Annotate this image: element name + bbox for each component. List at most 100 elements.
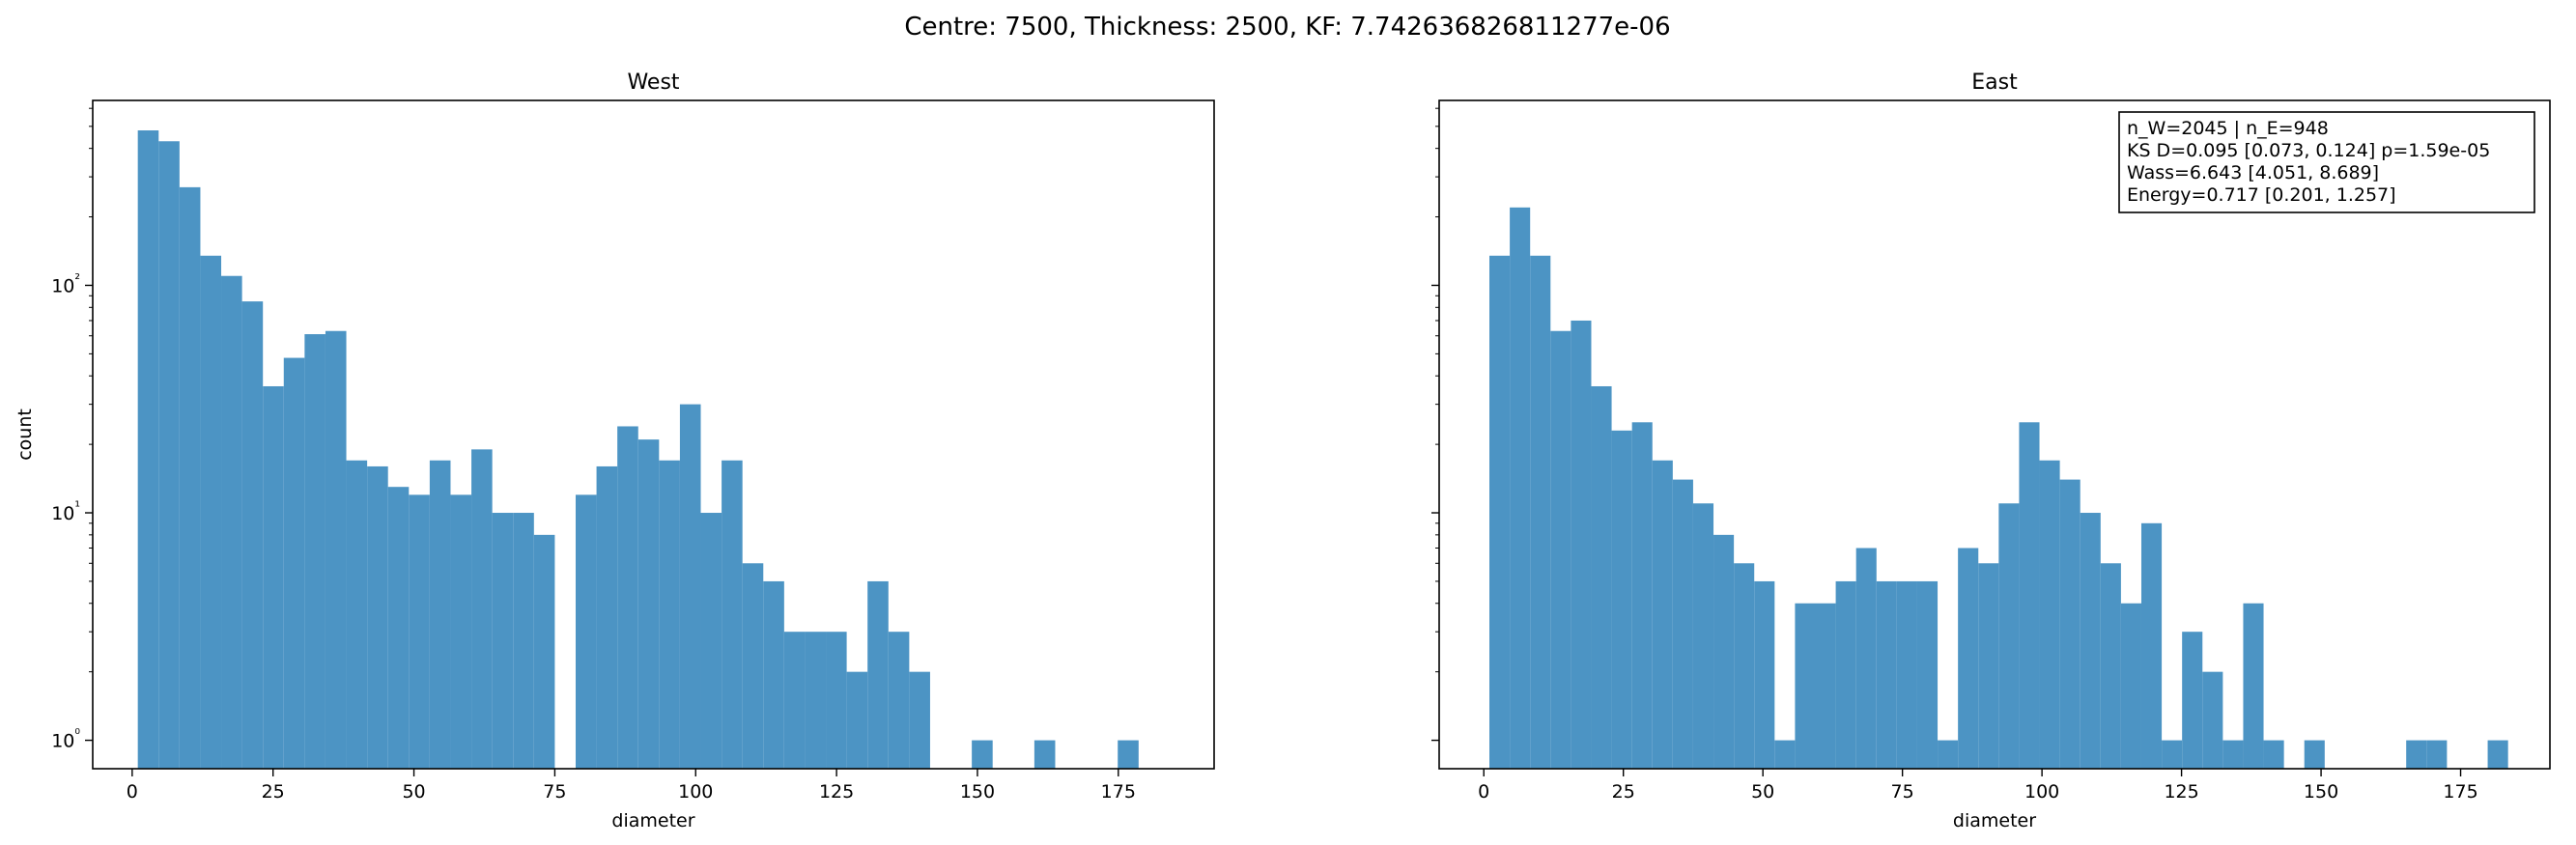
west-bar — [722, 460, 743, 769]
east-xtick-label: 75 — [1891, 781, 1914, 803]
east-bar — [2162, 740, 2183, 769]
east-bar — [1958, 548, 1979, 769]
west-xtick-label: 0 — [127, 781, 138, 803]
east-bar — [2243, 603, 2264, 769]
east-xtick-label: 25 — [1612, 781, 1635, 803]
west-bar — [429, 460, 451, 769]
west-bar — [325, 330, 347, 769]
west-xtick-label: 25 — [262, 781, 285, 803]
west-bar — [533, 534, 555, 769]
west-bar — [742, 563, 764, 769]
west-bar — [137, 130, 159, 769]
east-bar — [2120, 603, 2141, 769]
west-xtick-label: 150 — [960, 781, 995, 803]
west-bar — [763, 580, 784, 769]
east-bar — [1550, 330, 1571, 769]
west-xtick-label: 50 — [402, 781, 425, 803]
west-bar — [1033, 740, 1056, 769]
east-bar — [2304, 740, 2325, 769]
east-bar — [1652, 460, 1673, 769]
west-ylabel: count — [14, 408, 36, 461]
east-bar — [2406, 740, 2427, 769]
west-xtick-label: 100 — [678, 781, 713, 803]
east-bar — [1896, 580, 1917, 769]
east-bar — [1631, 422, 1653, 769]
east-xlabel: diameter — [1953, 810, 2036, 831]
east-bar — [2100, 563, 2121, 769]
west-ytick-label: 10⁰ — [51, 727, 80, 752]
east-bar — [2019, 422, 2040, 769]
east-bar — [1795, 603, 1816, 769]
east-xtick-label: 50 — [1751, 781, 1774, 803]
west-bar — [617, 426, 638, 769]
west-ytick-label: 10¹ — [51, 499, 80, 524]
west-bar — [241, 301, 264, 769]
east-bar — [2182, 632, 2203, 769]
east-bar — [2426, 740, 2448, 769]
west-bar — [263, 385, 284, 769]
east-bar — [2487, 740, 2508, 769]
east-bar — [1835, 580, 1856, 769]
east-xtick-label: 175 — [2443, 781, 2477, 803]
west-bar — [596, 465, 618, 769]
west-bar — [471, 449, 493, 769]
east-bar — [1855, 548, 1877, 769]
east-bar — [1734, 563, 1755, 769]
panel-west: 0 25 50 75 100 125 150 175 10⁰ 10¹ 10² West diameter… — [14, 70, 1215, 831]
east-bar — [1978, 563, 1999, 769]
east-xtick-label: 100 — [2024, 781, 2059, 803]
west-bar — [513, 513, 534, 769]
west-bar — [659, 460, 680, 769]
east-bar — [2140, 522, 2163, 769]
west-bars — [137, 130, 1139, 770]
east-bar — [2080, 513, 2101, 769]
west-bar — [909, 671, 930, 769]
east-bar — [1938, 740, 1959, 769]
west-xtick-label: 125 — [819, 781, 854, 803]
east-bar — [2039, 460, 2060, 769]
west-bar — [304, 334, 326, 769]
east-bars — [1489, 207, 2508, 769]
west-xtick-label: 75 — [543, 781, 566, 803]
west-bar — [387, 487, 410, 769]
west-bar — [846, 671, 868, 769]
west-bar — [972, 740, 993, 769]
west-bar — [826, 632, 847, 769]
stats-line: Energy=0.717 [0.201, 1.257] — [2127, 184, 2396, 206]
stats-box-frame — [2118, 111, 2535, 213]
panel-east: 0 25 50 75 100 125 150 175 East diameter n_W=2045 … — [1431, 70, 2551, 831]
west-xlabel: diameter — [611, 810, 694, 831]
figure-suptitle: Centre: 7500, Thickness: 2500, KF: 7.742… — [904, 13, 1670, 42]
west-bar — [575, 494, 597, 769]
east-panel-title: East — [1971, 70, 2018, 95]
east-bar — [1713, 534, 1735, 769]
east-bar — [2263, 740, 2284, 769]
west-bar — [1118, 740, 1139, 769]
east-bar — [1774, 740, 1796, 769]
east-axes-frame — [1438, 99, 2551, 770]
east-bar — [1489, 255, 1511, 769]
east-bar — [1591, 385, 1612, 769]
east-xtick-label: 125 — [2164, 781, 2198, 803]
west-bar — [346, 460, 368, 769]
east-bar — [2059, 479, 2081, 769]
east-bar — [1754, 580, 1775, 769]
west-bar — [409, 494, 430, 769]
west-bar — [700, 513, 722, 769]
east-bar — [1672, 479, 1693, 769]
east-bar — [1611, 430, 1632, 769]
west-axes-frame — [92, 99, 1215, 770]
west-bar — [637, 439, 660, 769]
west-panel-title: West — [627, 70, 679, 95]
west-bar — [888, 632, 910, 769]
east-bar — [1530, 255, 1551, 769]
west-ytick-label: 10² — [51, 271, 80, 296]
east-bar — [1571, 320, 1592, 769]
stats-line: KS D=0.095 [0.073, 0.124] p=1.59e-05 — [2127, 140, 2490, 161]
east-bar — [1510, 207, 1531, 769]
east-xtick-label: 0 — [1478, 781, 1489, 803]
west-bar — [283, 357, 305, 769]
stats-line: Wass=6.643 [4.051, 8.689] — [2127, 162, 2379, 183]
east-bar — [2222, 740, 2244, 769]
